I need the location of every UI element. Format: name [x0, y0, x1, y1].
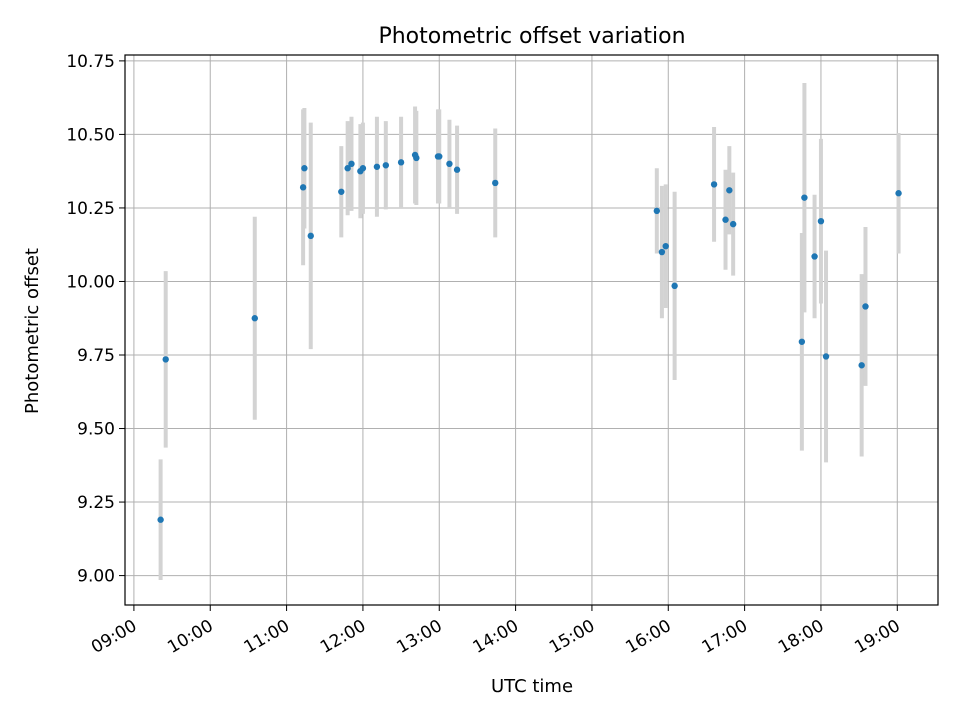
data-point — [344, 165, 351, 172]
data-point — [710, 181, 718, 188]
data-point — [373, 163, 381, 170]
y-tick-label: 10.50 — [66, 125, 115, 145]
data-point — [436, 153, 443, 160]
data-point — [726, 187, 733, 194]
y-axis-label: Photometric offset — [22, 248, 43, 414]
data-point — [895, 190, 902, 197]
y-tick-label: 10.25 — [66, 199, 115, 219]
data-point — [251, 315, 258, 322]
data-point — [811, 253, 818, 260]
data-point — [453, 166, 461, 173]
y-ticks: 9.00 9.25 9.50 9.75 10.00 10.25 10.50 10.75 — [66, 52, 125, 587]
data-points — [157, 151, 902, 523]
data-point — [492, 179, 499, 187]
chart-title: Photometric offset variation — [378, 24, 685, 49]
data-point — [307, 232, 314, 240]
data-point — [382, 162, 390, 169]
data-point — [658, 248, 666, 256]
plot-frame — [124, 54, 939, 606]
data-point — [662, 242, 669, 250]
y-tick-label: 9.75 — [77, 346, 115, 366]
y-tick-label: 9.25 — [77, 493, 115, 513]
y-tick-label: 10.75 — [66, 52, 115, 72]
data-point — [397, 159, 405, 166]
data-point — [446, 160, 453, 168]
data-point — [729, 220, 737, 228]
y-tick-label: 9.00 — [77, 567, 115, 587]
data-point — [299, 184, 307, 191]
data-point — [653, 207, 661, 215]
data-point — [822, 353, 830, 360]
data-point — [348, 160, 355, 168]
data-point — [858, 362, 865, 369]
data-point — [413, 154, 420, 162]
data-point — [801, 194, 808, 201]
data-point — [671, 282, 678, 290]
y-tick-label: 9.50 — [77, 420, 115, 440]
x-axis-label: UTC time — [491, 676, 573, 697]
data-point — [157, 516, 164, 523]
data-point — [162, 356, 169, 363]
data-point — [862, 303, 869, 310]
data-point — [722, 216, 729, 223]
data-point — [798, 338, 806, 345]
data-point — [338, 188, 345, 195]
data-point — [817, 217, 825, 225]
data-point — [359, 165, 367, 172]
y-tick-label: 10.00 — [66, 272, 115, 292]
data-point — [301, 165, 308, 172]
